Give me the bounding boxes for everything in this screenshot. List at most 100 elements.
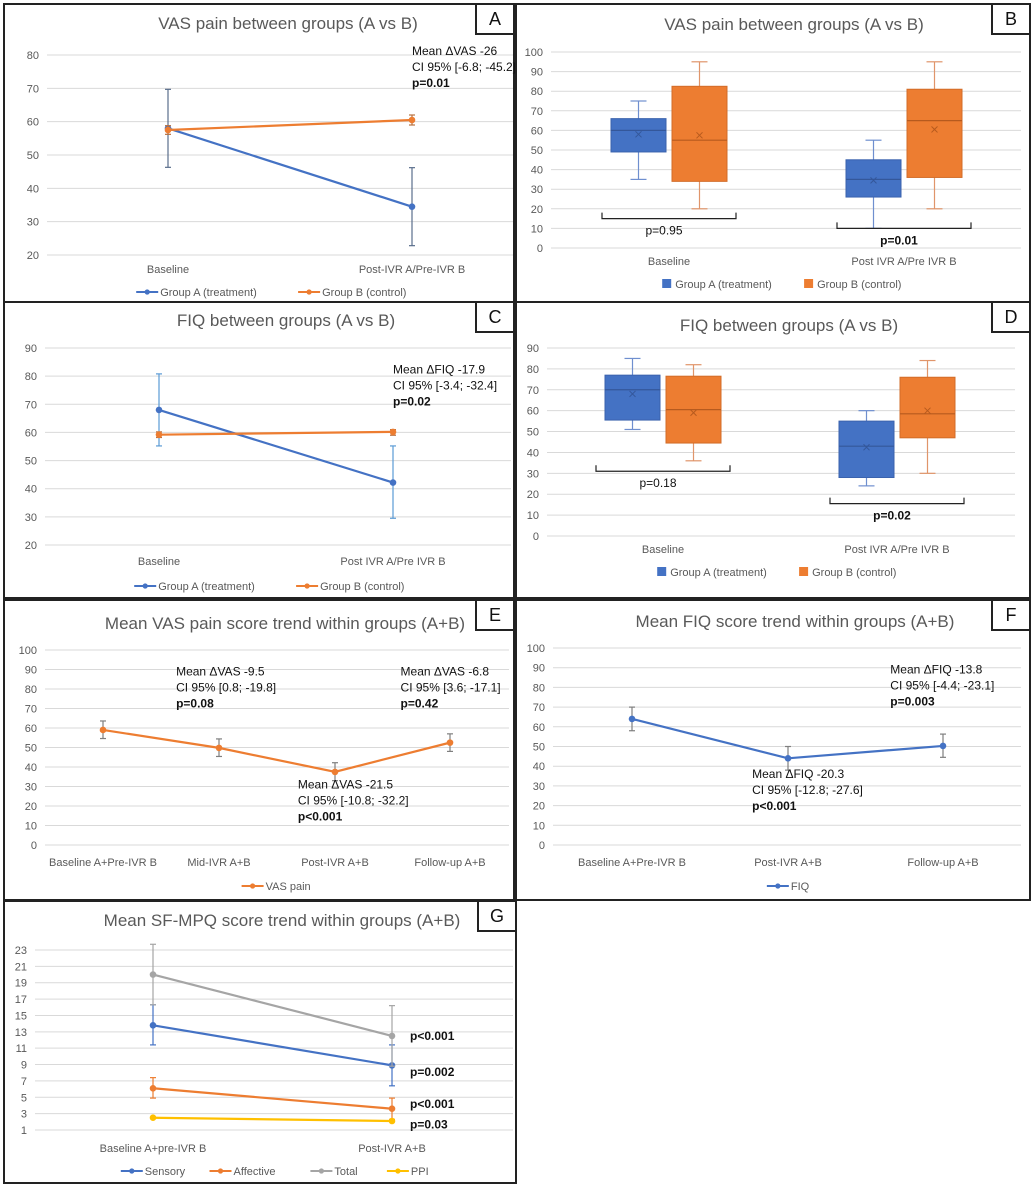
panel-label-b: B bbox=[991, 3, 1031, 35]
x-tick-label: Post IVR A/Pre IVR B bbox=[851, 256, 956, 268]
y-tick-label: 70 bbox=[25, 399, 37, 411]
x-tick-label: Post IVR A/Pre IVR B bbox=[844, 544, 949, 556]
y-tick-label: 1 bbox=[21, 1125, 27, 1137]
data-point bbox=[784, 755, 792, 762]
y-tick-label: 70 bbox=[27, 83, 39, 95]
annotation-text: Mean ΔFIQ -20.3 bbox=[752, 767, 844, 781]
x-tick-label: Baseline bbox=[138, 556, 180, 568]
y-tick-label: 30 bbox=[25, 782, 37, 794]
panel-f-fiq-trend-within-groups: Mean FIQ score trend within groups (A+B)… bbox=[515, 599, 1031, 901]
chart-c: FIQ between groups (A vs B) 20 30 40 50 60 70 8… bbox=[25, 311, 511, 593]
p-value-label: p=0.002 bbox=[410, 1065, 455, 1079]
y-tick-label: 90 bbox=[533, 663, 545, 675]
y-tick-label: 15 bbox=[15, 1010, 27, 1022]
legend-label: Affective bbox=[234, 1166, 276, 1178]
y-tick-label: 20 bbox=[25, 540, 37, 552]
x-tick-label: Baseline bbox=[147, 264, 189, 276]
y-tick-label: 60 bbox=[533, 722, 545, 734]
data-point bbox=[149, 971, 157, 978]
y-tick-label: 9 bbox=[21, 1060, 27, 1072]
y-tick-label: 60 bbox=[25, 427, 37, 439]
significance-bracket bbox=[829, 497, 965, 505]
y-tick-label: 50 bbox=[527, 427, 539, 439]
y-tick-label: 20 bbox=[533, 801, 545, 813]
y-tick-label: 0 bbox=[533, 531, 539, 543]
x-tick-label: Post-IVR A/Pre-IVR B bbox=[359, 264, 465, 276]
data-point bbox=[408, 116, 416, 124]
panel-label-e: E bbox=[475, 599, 515, 631]
data-point bbox=[446, 739, 454, 746]
annotation-text: Mean ΔVAS -9.5 bbox=[176, 664, 265, 678]
x-tick-label: Post-IVR A+B bbox=[358, 1143, 426, 1155]
x-tick-label: Baseline bbox=[642, 544, 684, 556]
annotation-p-value: p<0.001 bbox=[752, 799, 797, 813]
series-line-group-b-control- bbox=[158, 430, 394, 436]
significance-bracket bbox=[595, 465, 731, 472]
chart-title: VAS pain between groups (A vs B) bbox=[158, 14, 418, 33]
y-tick-label: 90 bbox=[25, 343, 37, 355]
x-tick-label: Follow-up A+B bbox=[907, 857, 978, 869]
series-line-group-a-treatment- bbox=[167, 127, 413, 208]
panel-e-vas-trend-within-groups: Mean VAS pain score trend within groups … bbox=[3, 599, 515, 901]
data-point bbox=[388, 1117, 396, 1125]
x-tick-label: Baseline A+pre-IVR B bbox=[100, 1143, 207, 1155]
annotation-p-value: p=0.02 bbox=[393, 394, 431, 408]
y-tick-label: 40 bbox=[25, 484, 37, 496]
annotation-text: CI 95% [-3.4; -32.4] bbox=[393, 378, 497, 392]
x-tick-label: Post-IVR A+B bbox=[754, 857, 822, 869]
data-point bbox=[149, 1084, 157, 1092]
legend-swatch bbox=[799, 567, 809, 576]
data-point bbox=[149, 1114, 157, 1122]
annotation-text: Mean ΔVAS -26 bbox=[412, 44, 497, 58]
y-tick-label: 100 bbox=[19, 645, 37, 657]
significance-bracket bbox=[836, 222, 972, 229]
y-tick-label: 50 bbox=[533, 742, 545, 754]
series-line-group-b-control- bbox=[167, 118, 413, 132]
y-tick-label: 80 bbox=[27, 50, 39, 62]
chart-title: Mean SF-MPQ score trend within groups (A… bbox=[104, 911, 461, 930]
y-tick-label: 0 bbox=[31, 840, 37, 852]
y-tick-label: 80 bbox=[25, 371, 37, 383]
y-tick-label: 40 bbox=[27, 183, 39, 195]
box-group-a bbox=[838, 420, 895, 479]
y-tick-label: 70 bbox=[25, 704, 37, 716]
y-tick-label: 40 bbox=[533, 761, 545, 773]
legend-marker bbox=[775, 883, 781, 889]
data-point bbox=[149, 1021, 157, 1029]
y-tick-label: 30 bbox=[25, 512, 37, 524]
chart-b: VAS pain between groups (A vs B) 0 10 20 30 4… bbox=[525, 15, 1021, 291]
y-tick-label: 3 bbox=[21, 1109, 27, 1121]
chart-title: Mean VAS pain score trend within groups … bbox=[105, 614, 465, 633]
data-point bbox=[155, 431, 163, 438]
x-tick-label: Follow-up A+B bbox=[414, 857, 485, 869]
mean-marker bbox=[690, 409, 697, 417]
legend-label: Group B (control) bbox=[817, 279, 901, 291]
chart-title: FIQ between groups (A vs B) bbox=[177, 311, 395, 330]
data-point bbox=[939, 742, 947, 750]
box-group-a bbox=[610, 118, 667, 153]
data-point bbox=[215, 744, 223, 752]
data-point bbox=[388, 1105, 396, 1113]
legend-marker bbox=[217, 1168, 224, 1174]
y-tick-label: 30 bbox=[27, 217, 39, 229]
chart-e: Mean VAS pain score trend within groups … bbox=[19, 614, 509, 893]
bracket-p-value: p=0.95 bbox=[645, 224, 682, 238]
y-tick-label: 7 bbox=[21, 1076, 27, 1088]
legend-label: VAS pain bbox=[266, 881, 311, 893]
data-point bbox=[164, 126, 172, 134]
data-point bbox=[389, 479, 397, 486]
series-line-total bbox=[152, 973, 393, 1037]
mean-marker bbox=[863, 443, 870, 451]
y-tick-label: 100 bbox=[527, 643, 545, 655]
data-point bbox=[408, 203, 416, 210]
box-group-b bbox=[906, 88, 963, 178]
y-tick-label: 70 bbox=[533, 702, 545, 714]
chart-a: VAS pain between groups (A vs B) 20 30 40 50… bbox=[27, 14, 515, 299]
panel-b-vas-between-groups-boxplot: VAS pain between groups (A vs B) 0 10 20 30 4… bbox=[515, 3, 1031, 303]
y-tick-label: 50 bbox=[25, 456, 37, 468]
panel-label-c: C bbox=[475, 301, 515, 333]
data-point bbox=[388, 1032, 396, 1040]
y-tick-label: 90 bbox=[25, 665, 37, 677]
annotation-text: Mean ΔVAS -21.5 bbox=[298, 777, 394, 791]
annotation-p-value: p=0.01 bbox=[412, 76, 450, 90]
